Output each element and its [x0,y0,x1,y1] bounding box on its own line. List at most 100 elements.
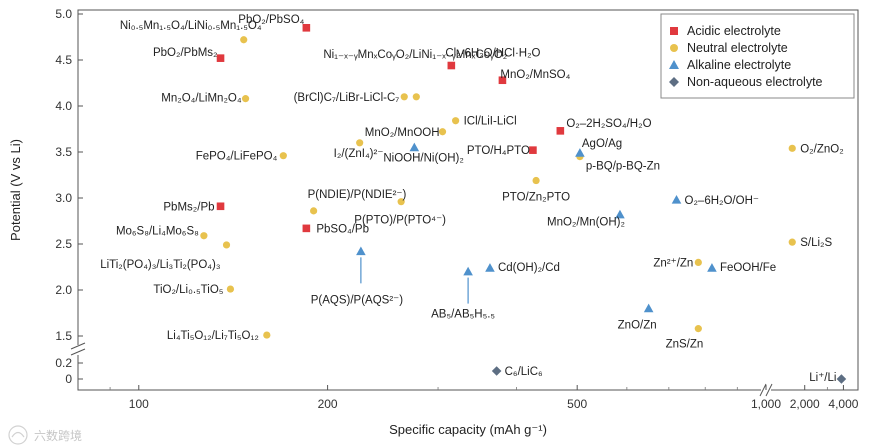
leader-lines [360,257,469,304]
watermark-logo-icon [8,425,28,445]
legend-entry: Non-aqueous electrolyte [687,75,823,89]
square-marker [556,127,565,135]
x-tick-label: 200 [318,397,338,411]
data-label: I₂/(ZnI₄)²⁻ [334,148,384,160]
data-label: ZnS/Zn [666,339,704,351]
data-label: Cl₂·6H₂O/HCl·H₂O [445,48,540,60]
square-marker [498,76,507,85]
data-label: Cd(OH)₂/Cd [498,262,560,274]
plot-frame [77,9,859,391]
y-axis-break-mark [70,348,86,356]
square-marker [447,61,456,70]
data-labels: PbO₂/PbSO₄ PbO₂/PbMs₂ PbMs₂/Pb PbSO₄/Pb Cl₂·… [100,14,843,384]
y-tick-label: 0.2 [55,356,72,370]
data-label: Mn₂O₄/LiMn₂O₄ [161,93,242,105]
data-label: P(AQS)/P(AQS²⁻) [311,294,403,306]
square-marker [302,224,311,233]
data-label: (BrCl)C₇/LiBr-LiCl-C₇ [294,92,400,104]
legend-box [660,13,855,99]
data-label: ICl/LiI-LiCl [464,116,517,128]
y-tick-label: 2.0 [55,283,72,297]
data-label: PbO₂/PbMs₂ [153,47,218,59]
data-label: TiO₂/Li₀.₅TiO₅ [153,284,223,296]
data-label: AgO/Ag [582,138,622,150]
y-tick-label: 0 [65,372,72,386]
x-tick-label: 500 [567,397,587,411]
data-label: S/Li₂S [800,237,832,249]
legend-square-icon [670,27,678,35]
triangle-marker [409,142,420,152]
circle-marker [200,232,208,240]
data-label: PTO/H₄PTO [467,145,530,157]
y-axis-title: Potential (V vs Li) [8,139,23,241]
data-label: ZnO/Zn [618,319,657,331]
y-tick-label: 1.5 [55,329,72,343]
triangle-marker [356,246,366,256]
data-label: Ni₁₋ₓ₋ᵧMnₓCoᵧO₂/LiNi₁₋ₓ₋ᵧMnₓCoᵧO₂ [323,49,507,61]
circle-marker [222,241,231,249]
diamond-marker [491,366,502,376]
data-label: Mo₆S₈/Li₄Mo₆S₈ [116,226,199,238]
data-label: C₆/LiC₆ [505,366,543,378]
triangle-marker [615,209,625,219]
data-label: PbMs₂/Pb [163,201,214,213]
legend-entry: Alkaline electrolyte [687,58,791,72]
circle-marker [788,144,796,152]
circle-marker [532,176,540,185]
triangle-marker [575,148,585,157]
y-tick-label: 3.0 [55,191,72,205]
x-tick-label: 2,000 [790,397,820,411]
data-label: PTO/Zn₂PTO [502,192,570,204]
diamond-marker [836,374,847,384]
data-label: P(NDIE)/P(NDIE²⁻) [308,189,407,201]
y-tick-label: 4.5 [55,53,72,67]
watermark-logo-mark [11,431,25,438]
triangle-marker [485,263,495,272]
y-tick-label: 2.5 [55,237,72,251]
triangle-marker [643,303,654,313]
data-label: LiTi₂(PO₄)₃/Li₃Ti₂(PO₄)₃ [100,259,221,271]
square-marker [216,202,225,211]
circle-marker [240,36,248,44]
data-label: P(PTO)/P(PTO⁴⁻) [354,215,446,227]
data-label: Li⁺/Li [809,372,836,384]
triangle-marker [463,266,473,276]
y-tick-label: 4.0 [55,99,72,113]
data-label: AB₅/AB₅H₅.₅ [431,309,495,321]
triangle-marker [707,263,717,272]
square-marker [529,146,537,154]
circle-marker [356,139,364,147]
x-axis-title: Specific capacity (mAh g⁻¹) [389,422,547,437]
y-tick-label: 5.0 [55,7,72,21]
circle-marker [694,325,702,333]
legend-triangle-icon [669,60,679,69]
circle-marker [279,152,287,160]
y-tick-label: 3.5 [55,145,72,159]
circle-marker [438,128,447,136]
data-label: Zn²⁺/Zn [653,257,693,269]
data-label: p-BQ/p-BQ-Zn [586,161,660,173]
axes: 0 0.2 1.5 2.0 2.5 3.0 3.5 4.0 4.5 5.0 100 200 500 1,0… [8,7,859,437]
y-axis-break-mask [70,345,86,355]
circle-marker [400,93,408,101]
data-label: MnO₂/Mn(OH)₂ [547,217,625,229]
watermark-text: 六数跨境 [34,428,82,443]
data-label: FeOOH/Fe [720,262,776,274]
circle-marker [694,258,702,266]
data-label: NiOOH/Ni(OH)₂ [383,152,463,164]
legend-entry: Acidic electrolyte [687,24,781,38]
data-label: FePO₄/LiFePO₄ [196,151,278,163]
legend-diamond-icon [669,77,679,87]
data-marks [200,24,847,384]
circle-marker [788,238,796,246]
circle-marker [452,117,460,125]
x-tick-label: 100 [129,397,149,411]
data-label: Ni₀.₅Mn₁.₅O₄/LiNi₀.₅Mn₁.₅O₄ [120,20,262,32]
circle-marker [397,198,405,206]
circle-marker [241,95,250,103]
x-tick-label: 1,000 [751,397,781,411]
circle-marker [263,331,271,339]
data-label: MnO₂/MnOOH [365,127,440,139]
legend-entry: Neutral electrolyte [687,41,788,55]
